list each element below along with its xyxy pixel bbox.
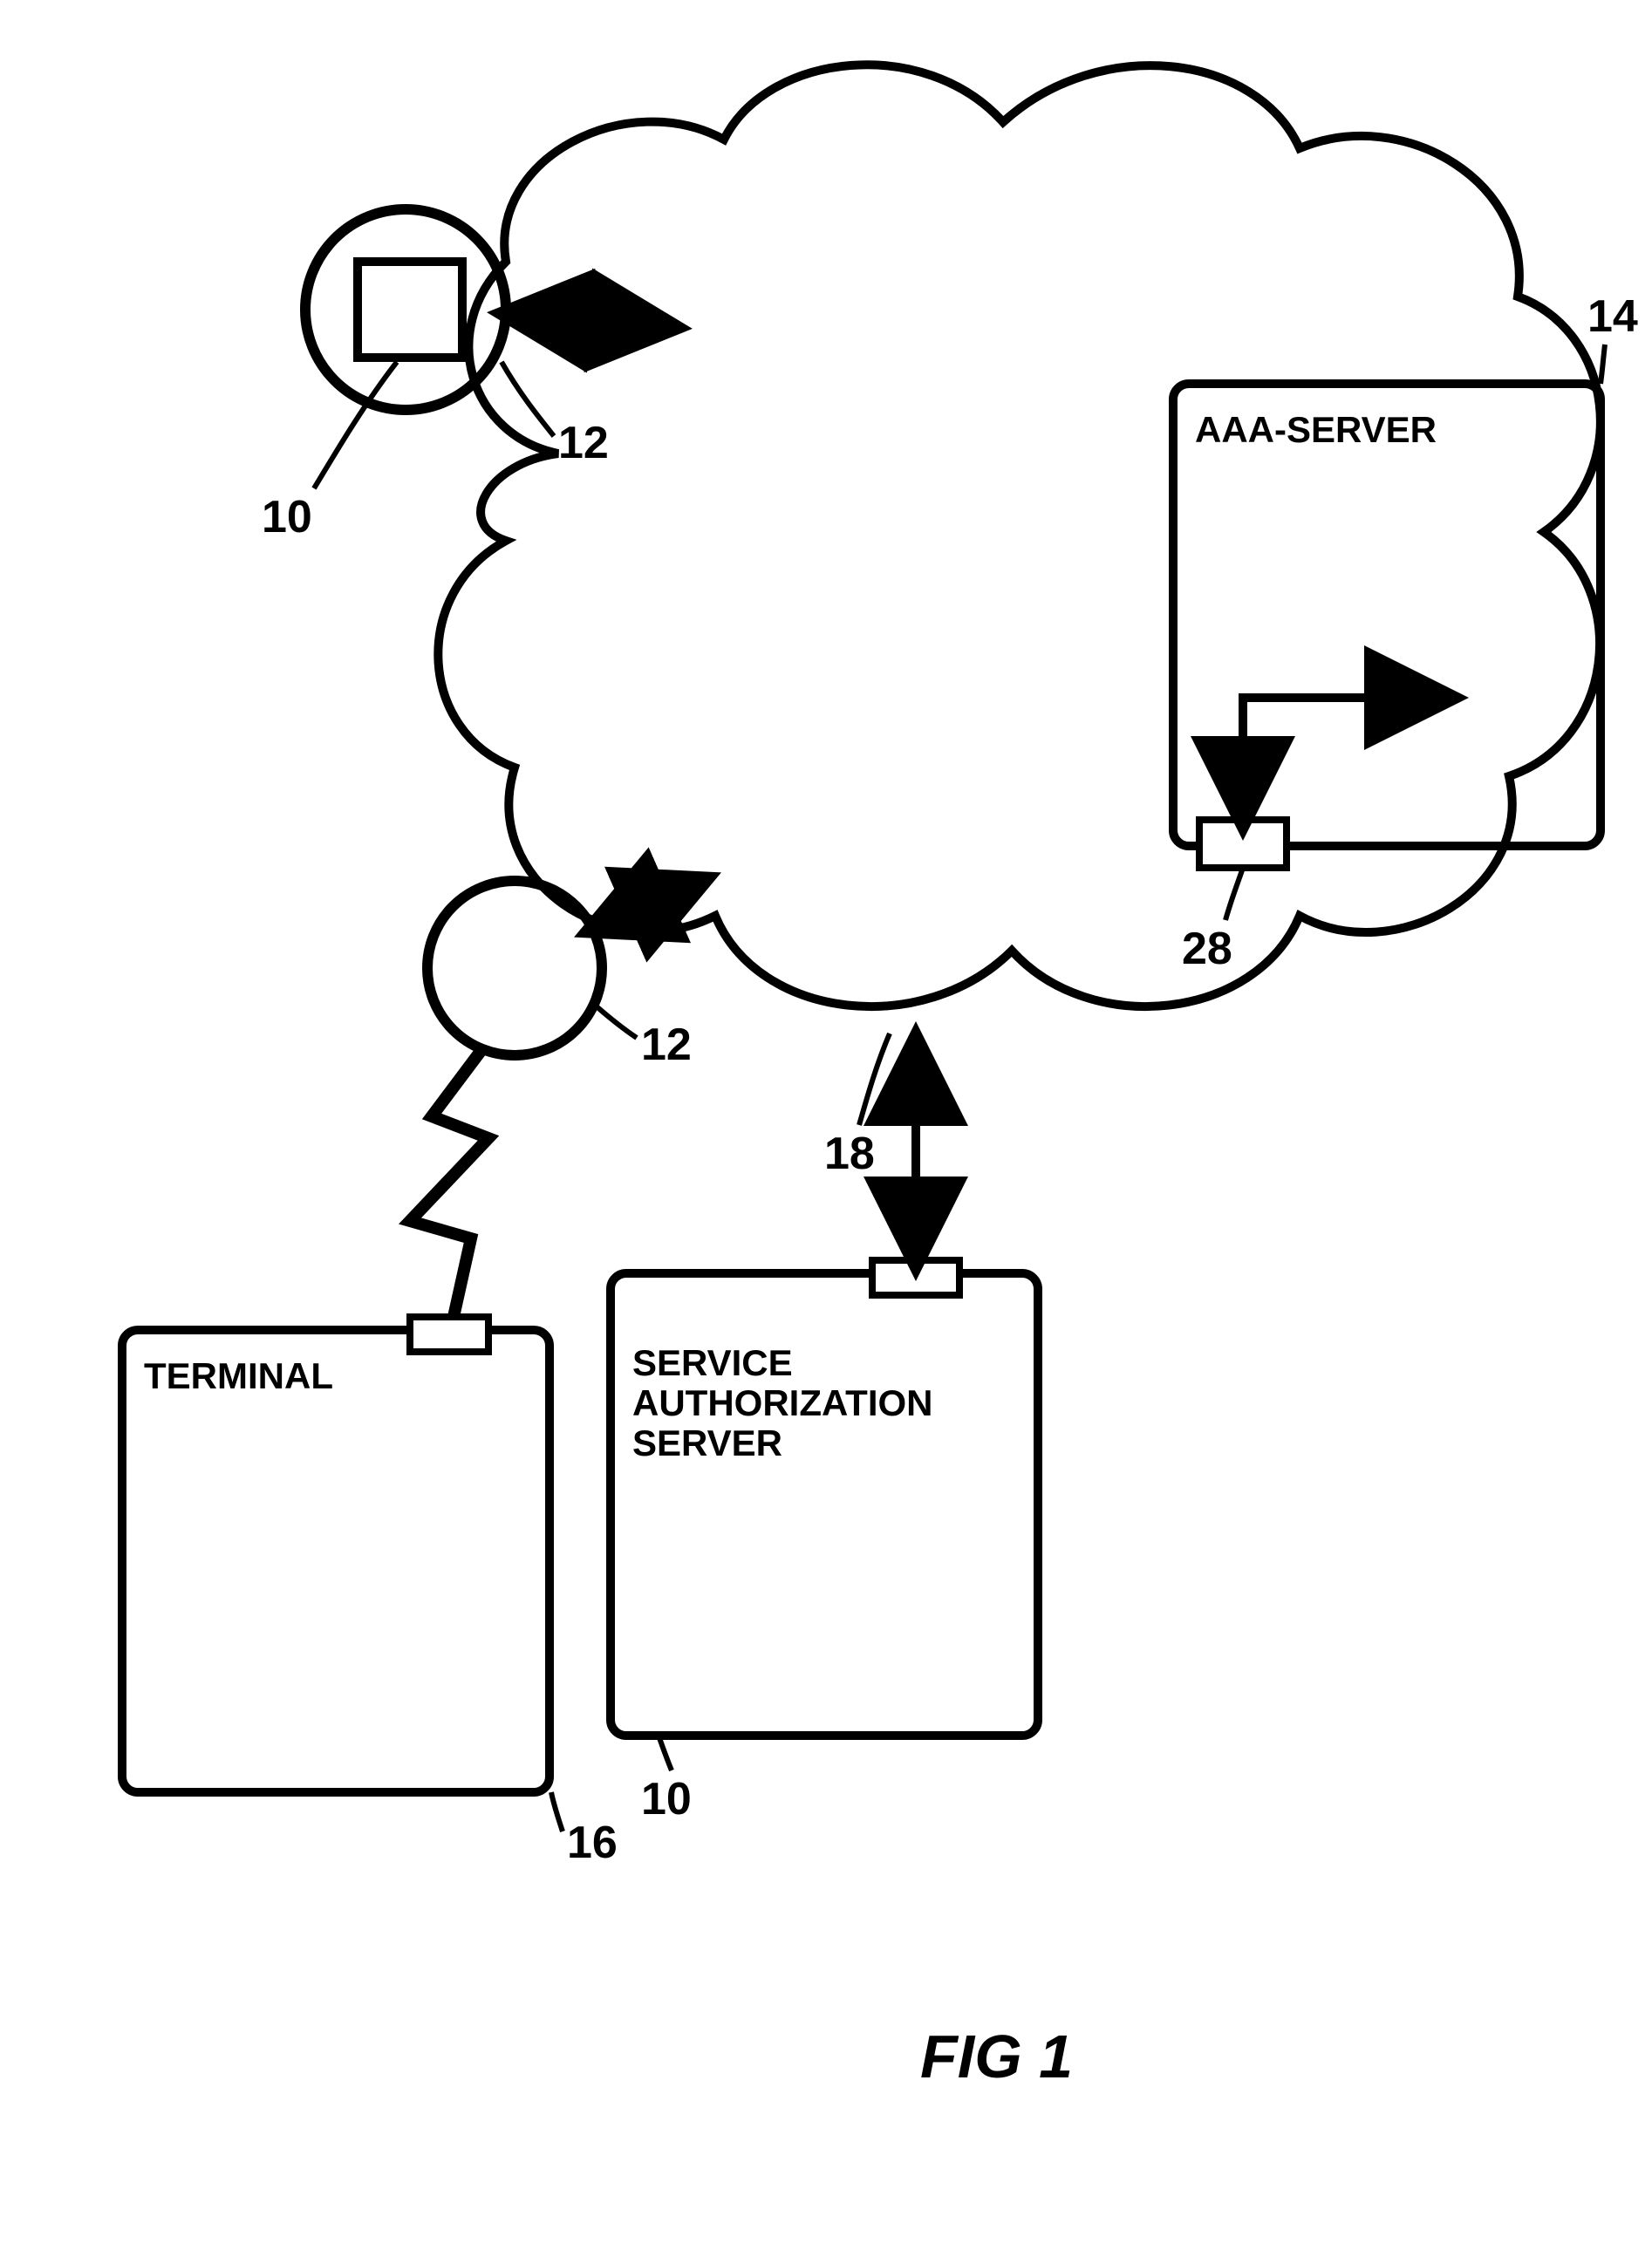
diagram-svg [0, 0, 1652, 2244]
terminal-box [122, 1330, 550, 1792]
aaa-server-box [1173, 384, 1601, 846]
lead-18-cloud [859, 1033, 890, 1125]
aaa-server-label: AAA-SERVER [1195, 410, 1437, 450]
edge-circle1-cloud [508, 314, 672, 327]
aaa-server-port [1199, 820, 1287, 868]
edge-circle2-cloud [593, 881, 702, 929]
lead-28-port [1225, 868, 1243, 920]
terminal-label: TERMINAL [144, 1356, 333, 1396]
ref-18-cloud: 18 [824, 1129, 875, 1179]
ref-16-terminal: 16 [567, 1818, 618, 1868]
cloud-shape [438, 65, 1601, 1006]
lead-12-circle2 [597, 1007, 637, 1038]
edge-aaa-cloud [1243, 698, 1448, 820]
ref-14-aaa: 14 [1587, 292, 1638, 342]
edge-terminal-circle2-zigzag [410, 1047, 488, 1317]
lead-10-inner [314, 362, 397, 488]
lead-14-aaa [1601, 344, 1605, 384]
node-circle-2 [427, 881, 602, 1055]
ref-10-inner: 10 [262, 493, 312, 542]
service-auth-label: SERVICE AUTHORIZATION SERVER [632, 1343, 933, 1464]
figure-page: TERMINAL SERVICE AUTHORIZATION SERVER AA… [0, 0, 1652, 2244]
lead-12-circle1 [502, 362, 554, 436]
ref-10-service: 10 [641, 1775, 692, 1825]
ref-12-circle2: 12 [641, 1020, 692, 1070]
node-circle-1-inner-box [358, 262, 462, 358]
lead-16-terminal [551, 1792, 563, 1831]
figure-title: FIG 1 [920, 2023, 1073, 2091]
ref-12-circle1: 12 [558, 419, 609, 468]
service-auth-port [872, 1260, 959, 1295]
ref-28-port: 28 [1182, 924, 1232, 974]
lead-10-service [659, 1736, 672, 1770]
terminal-port [410, 1317, 488, 1352]
